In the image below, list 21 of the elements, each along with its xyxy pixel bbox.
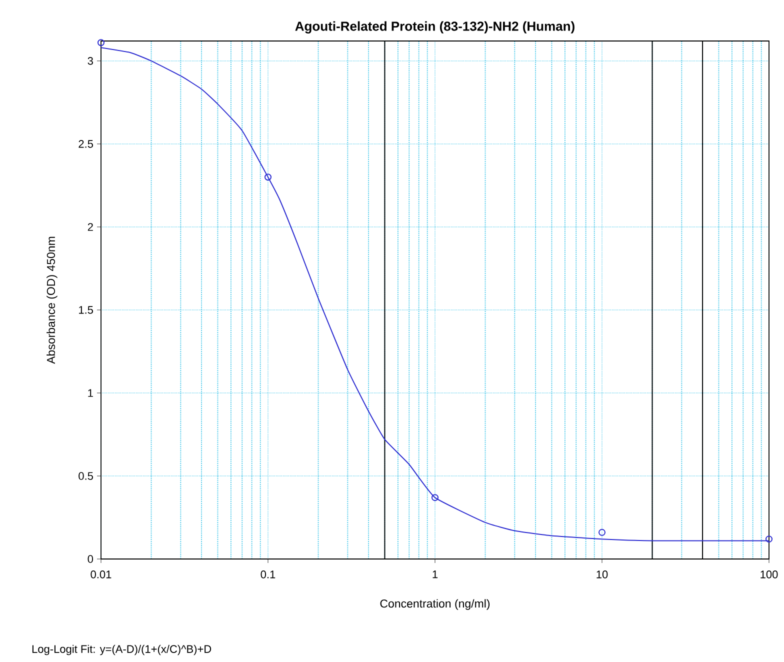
x-tick-label: 0.01 — [90, 570, 112, 578]
x-tick-label: 1 — [432, 570, 438, 578]
x-tick-label: 0.1 — [260, 570, 276, 578]
y-tick-label: 2 — [88, 223, 93, 231]
point — [97, 39, 104, 46]
point — [432, 494, 438, 502]
point — [264, 174, 272, 181]
text: Log-Logit Fit: y=(A-D)/(1+(x/C)^B)+D — [32, 644, 212, 656]
y-axis-title: Absorbance (OD) 450nm — [46, 236, 58, 364]
x-axis-title: Concentration (ng/ml) — [380, 599, 490, 610]
point — [766, 536, 773, 543]
y-tick-label: 1.5 — [79, 306, 93, 314]
y-tick-label: 3 — [88, 57, 93, 65]
point — [598, 528, 606, 536]
chart-title: Agouti-Related Protein (83-132)-NH2 (Human) — [295, 21, 574, 34]
y-tick-label: 2.5 — [78, 140, 93, 148]
x-tick-label: 100 — [760, 570, 778, 578]
x-tick-label: 10 — [596, 570, 608, 578]
y-tick-label: 0 — [88, 555, 94, 563]
y-tick-label: 1 — [88, 389, 93, 397]
y-tick-label: 0.5 — [78, 472, 93, 480]
